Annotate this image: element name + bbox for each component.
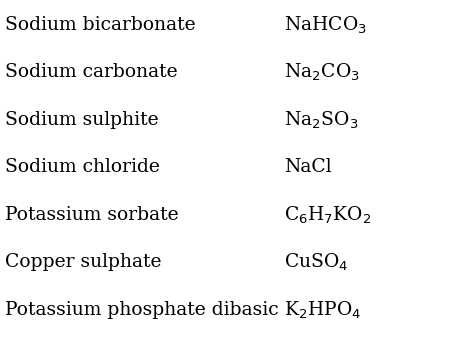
Text: Sodium carbonate: Sodium carbonate	[5, 64, 177, 81]
Text: Sodium bicarbonate: Sodium bicarbonate	[5, 16, 195, 34]
Text: Potassium phosphate dibasic: Potassium phosphate dibasic	[5, 301, 278, 319]
Text: Sodium sulphite: Sodium sulphite	[5, 111, 158, 129]
Text: Copper sulphate: Copper sulphate	[5, 253, 161, 271]
Text: NaCl: NaCl	[284, 159, 332, 176]
Text: Potassium sorbate: Potassium sorbate	[5, 206, 178, 224]
Text: C$_{6}$H$_{7}$KO$_{2}$: C$_{6}$H$_{7}$KO$_{2}$	[284, 204, 372, 226]
Text: K$_{2}$HPO$_{4}$: K$_{2}$HPO$_{4}$	[284, 299, 362, 321]
Text: Sodium chloride: Sodium chloride	[5, 159, 160, 176]
Text: CuSO$_{4}$: CuSO$_{4}$	[284, 252, 349, 273]
Text: NaHCO$_{3}$: NaHCO$_{3}$	[284, 14, 367, 36]
Text: Na$_{2}$CO$_{3}$: Na$_{2}$CO$_{3}$	[284, 62, 360, 83]
Text: Na$_{2}$SO$_{3}$: Na$_{2}$SO$_{3}$	[284, 109, 359, 131]
